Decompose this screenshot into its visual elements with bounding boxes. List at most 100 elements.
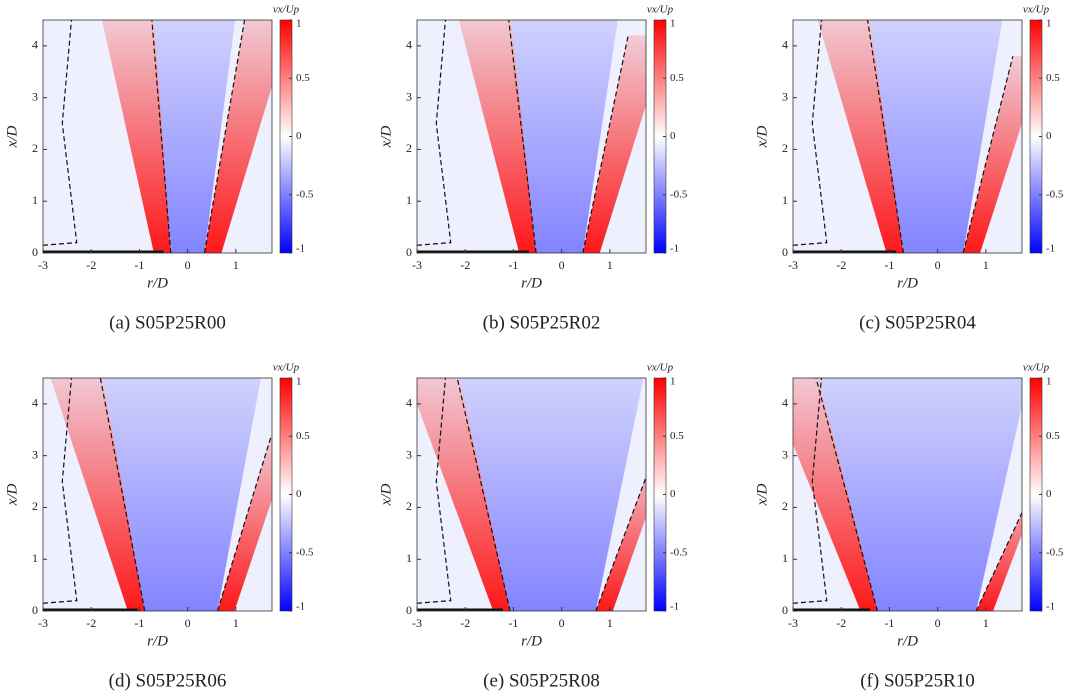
caption: (a) S05P25R00 <box>109 312 226 333</box>
x-tick-label: 0 <box>935 616 941 630</box>
y-tick-label: 1 <box>32 193 38 207</box>
plot-frame <box>792 19 1023 254</box>
y-tick-label: 4 <box>782 396 788 410</box>
colorbar-tick-label: 0.5 <box>1046 72 1060 84</box>
x-tick-label: -2 <box>86 616 96 630</box>
colorbar-tick-label: -1 <box>1046 601 1055 613</box>
y-tick-label: 0 <box>782 603 788 617</box>
field-shading <box>43 378 272 611</box>
y-tick-label: 1 <box>782 551 788 565</box>
y-tick-label: 2 <box>782 141 788 155</box>
plot-frame <box>416 377 647 612</box>
x-axis-label: r/D <box>147 275 168 291</box>
colorbar-tick-label: -0.5 <box>1046 188 1064 200</box>
y-tick-label: 4 <box>32 396 38 410</box>
colorbar-label: vx/Up <box>647 4 674 16</box>
field-shading <box>793 378 1022 611</box>
x-tick-label: -3 <box>788 616 798 630</box>
y-tick-label: 0 <box>32 603 38 617</box>
panel: -3 -2 -1 0 1 0 1 2 3 4 r/D x/D (f) S05P25R10 -1 -0.5 0 0… <box>754 362 1063 692</box>
x-axis-label: r/D <box>521 633 542 649</box>
colorbar-tick-label: -1 <box>1046 243 1055 255</box>
x-tick-label: 0 <box>935 258 941 272</box>
y-axis-label: x/D <box>4 126 20 149</box>
colorbar-tick-label: 0 <box>296 130 302 142</box>
plot-frame <box>42 19 273 254</box>
field-shading <box>417 20 646 253</box>
y-axis-label: x/D <box>754 484 770 507</box>
field-shading <box>793 20 1022 253</box>
x-axis-label: r/D <box>897 275 918 291</box>
x-tick-label: 1 <box>983 616 989 630</box>
colorbar-tick-label: 0 <box>1046 488 1052 500</box>
y-tick-label: 3 <box>32 89 38 103</box>
colorbar-tick-label: 1 <box>296 18 302 30</box>
colorbar-tick-label: 0.5 <box>296 72 310 84</box>
x-tick-label: -3 <box>412 258 422 272</box>
y-tick-label: 2 <box>32 141 38 155</box>
x-tick-label: -1 <box>134 258 144 272</box>
panel: -3 -2 -1 0 1 0 1 2 3 4 r/D x/D (d) S05P25R06 -1 -0.5 0 0… <box>4 362 313 692</box>
field-shading <box>43 20 272 253</box>
panel: -3 -2 -1 0 1 0 1 2 3 4 r/D x/D (c) S05P25R04 -1 -0.5 0 0… <box>754 4 1063 334</box>
colorbar-tick-label: 0 <box>670 130 676 142</box>
x-tick-label: 1 <box>233 258 239 272</box>
y-tick-label: 2 <box>782 499 788 513</box>
colorbar-tick-label: 1 <box>296 376 302 388</box>
colorbar-tick-label: -0.5 <box>1046 546 1064 558</box>
colorbar-tick-label: 1 <box>1046 376 1052 388</box>
x-tick-label: 1 <box>983 258 989 272</box>
x-tick-label: -1 <box>134 616 144 630</box>
x-tick-label: -2 <box>460 258 470 272</box>
colorbar-label: vx/Up <box>1023 362 1050 374</box>
y-tick-label: 0 <box>406 603 412 617</box>
colorbar-label: vx/Up <box>273 4 300 16</box>
y-axis-label: x/D <box>378 484 394 507</box>
y-tick-label: 1 <box>406 193 412 207</box>
y-tick-label: 0 <box>32 245 38 259</box>
plot-frame <box>42 377 273 612</box>
y-tick-label: 1 <box>782 193 788 207</box>
y-tick-label: 3 <box>32 447 38 461</box>
colorbar-tick-label: 0.5 <box>670 72 684 84</box>
y-axis-label: x/D <box>378 126 394 149</box>
colorbar-tick-label: -0.5 <box>296 546 314 558</box>
plot-frame <box>416 19 647 254</box>
panel: -3 -2 -1 0 1 0 1 2 3 4 r/D x/D (a) S05P25R00 -1 -0.5 0 0… <box>4 4 313 334</box>
colorbar-tick-label: -0.5 <box>296 188 314 200</box>
y-tick-label: 3 <box>406 89 412 103</box>
panel: -3 -2 -1 0 1 0 1 2 3 4 r/D x/D (e) S05P25R08 -1 -0.5 0 0… <box>378 362 687 692</box>
colorbar-tick-label: -1 <box>670 243 679 255</box>
x-axis-label: r/D <box>897 633 918 649</box>
caption: (e) S05P25R08 <box>483 670 600 691</box>
y-axis-label: x/D <box>4 484 20 507</box>
x-tick-label: 1 <box>607 616 613 630</box>
y-tick-label: 4 <box>406 38 412 52</box>
y-axis-label: x/D <box>754 126 770 149</box>
colorbar-label: vx/Up <box>647 362 674 374</box>
y-tick-label: 2 <box>32 499 38 513</box>
plot-frame <box>792 377 1023 612</box>
colorbar-tick-label: 1 <box>670 376 676 388</box>
colorbar-tick-label: 1 <box>1046 18 1052 30</box>
y-tick-label: 2 <box>406 499 412 513</box>
y-tick-label: 4 <box>406 396 412 410</box>
x-axis-label: r/D <box>521 275 542 291</box>
caption: (d) S05P25R06 <box>109 670 227 691</box>
y-tick-label: 3 <box>406 447 412 461</box>
colorbar-tick-label: 0 <box>1046 130 1052 142</box>
y-tick-label: 3 <box>782 89 788 103</box>
colorbar-tick-label: -0.5 <box>670 546 688 558</box>
caption: (c) S05P25R04 <box>859 312 976 333</box>
x-tick-label: -2 <box>836 258 846 272</box>
y-tick-label: 3 <box>782 447 788 461</box>
colorbar-tick-label: 1 <box>670 18 676 30</box>
x-tick-label: 0 <box>185 616 191 630</box>
x-tick-label: -1 <box>884 616 894 630</box>
x-tick-label: -1 <box>884 258 894 272</box>
x-tick-label: -3 <box>412 616 422 630</box>
colorbar-tick-label: -1 <box>296 601 305 613</box>
x-tick-label: 0 <box>559 616 565 630</box>
x-tick-label: -2 <box>460 616 470 630</box>
colorbar-tick-label: 0.5 <box>1046 430 1060 442</box>
